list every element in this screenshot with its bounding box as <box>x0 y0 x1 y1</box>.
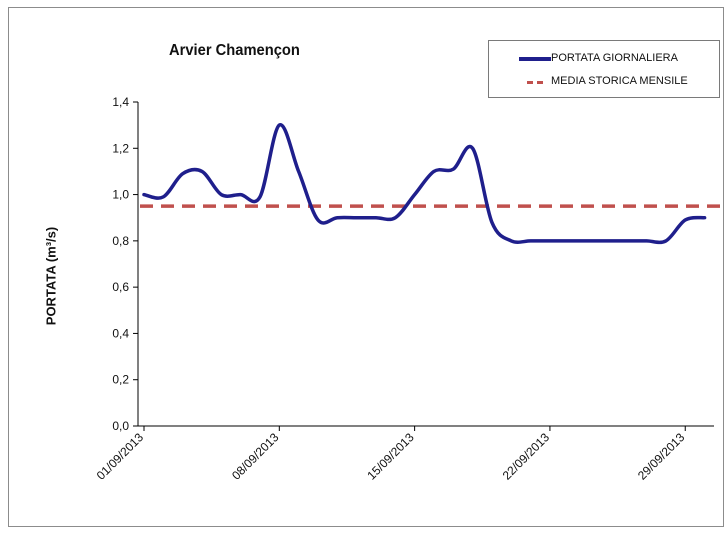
chart-canvas: 0,0 0,2 0,4 0,6 0,8 1,0 1,2 1,4 01/09/2013 08/09/… <box>94 95 724 483</box>
legend-label: PORTATA GIORNALIERA <box>551 52 678 64</box>
y-tick-label: 0,6 <box>112 280 129 294</box>
legend: PORTATA GIORNALIERA MEDIA STORICA MENSIL… <box>488 40 720 98</box>
y-tick-label: 0,2 <box>112 373 129 387</box>
y-tick-label: 0,8 <box>112 234 129 248</box>
y-axis-label: PORTATA (m³/s) <box>43 226 59 326</box>
y-tick-label: 1,2 <box>112 141 129 155</box>
x-tick-label: 29/09/2013 <box>635 430 688 483</box>
chart-title: Arvier Chamençon <box>169 42 300 59</box>
legend-swatch-dashed <box>527 81 543 84</box>
x-tick-label: 01/09/2013 <box>94 430 147 483</box>
y-tick-label: 0,0 <box>112 419 129 433</box>
y-tick-label: 1,4 <box>112 95 129 109</box>
legend-swatch-solid <box>519 57 551 61</box>
legend-item-media-storica: MEDIA STORICA MENSILE <box>489 74 719 92</box>
x-tick-label: 08/09/2013 <box>229 430 282 483</box>
legend-label: MEDIA STORICA MENSILE <box>551 75 688 87</box>
x-tick-label: 15/09/2013 <box>364 430 417 483</box>
y-tick-label: 0,4 <box>112 326 129 340</box>
series-portata-giornaliera <box>142 123 707 245</box>
chart-frame: 0,0 0,2 0,4 0,6 0,8 1,0 1,2 1,4 01/09/2013 08/09/… <box>8 7 724 527</box>
y-tick-label: 1,0 <box>112 188 129 202</box>
legend-item-portata-giornaliera: PORTATA GIORNALIERA <box>489 51 719 69</box>
x-tick-label: 22/09/2013 <box>500 430 553 483</box>
